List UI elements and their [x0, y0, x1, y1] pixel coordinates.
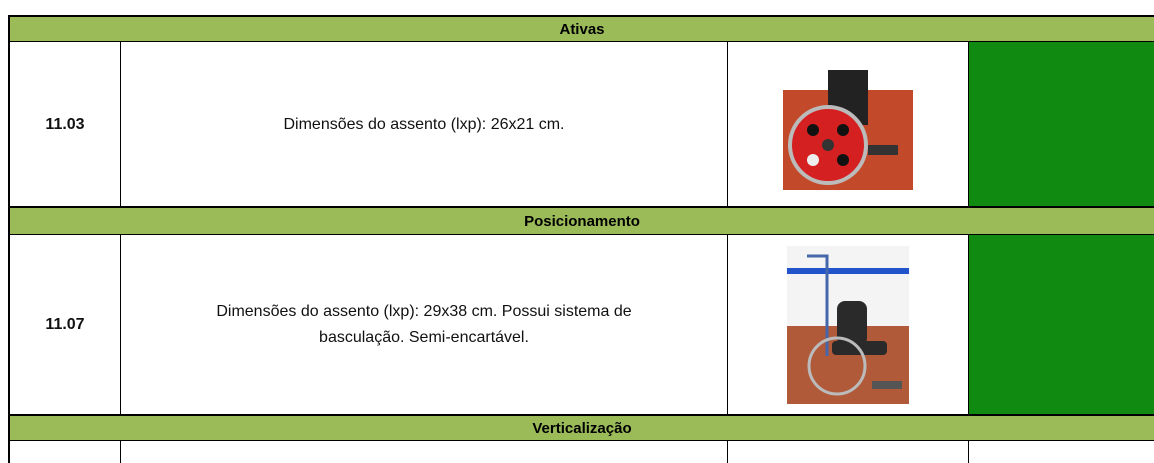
image-cell: [727, 42, 968, 207]
section-header: Ativas: [8, 15, 1154, 42]
code-cell: 11.07: [8, 235, 120, 415]
green-cell: [968, 42, 1154, 207]
description: Dimensões do assento (lxp): 26x21 cm.: [283, 115, 565, 133]
section-header: Posicionamento: [8, 206, 1154, 235]
description-cell: Dimensões do assento (lxp): 29x38 cm. Po…: [120, 235, 727, 415]
image-cell: [727, 441, 968, 463]
empty-cell: [968, 441, 1154, 463]
description: Dimensões do assento (lxp): 29x38 cm. Po…: [216, 303, 632, 346]
code-cell: 11.03: [8, 42, 120, 207]
wheelchair-photo: [787, 246, 909, 404]
section-header: Verticalização: [8, 414, 1154, 441]
code-cell: [8, 441, 120, 463]
green-cell: [968, 235, 1154, 415]
description-cell: Dimensões do assento (lxp): 26x21 cm.: [120, 42, 727, 207]
image-cell: [727, 235, 968, 415]
wheelchair-photo: [783, 59, 913, 190]
description-cell: [120, 441, 727, 463]
